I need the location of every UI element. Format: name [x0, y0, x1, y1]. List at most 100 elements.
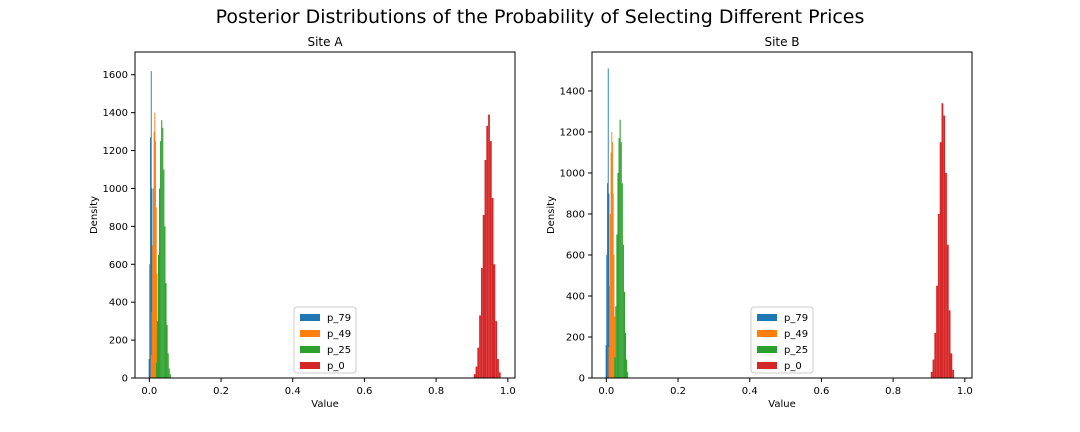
y-tick-label: 400	[566, 291, 585, 302]
bar-p_25	[615, 306, 617, 378]
x-tick-label: 0.2	[670, 386, 686, 397]
bar-p_0	[480, 268, 483, 378]
bar-p_0	[932, 359, 935, 378]
bar-p_25	[616, 234, 618, 378]
bar-p_49	[612, 193, 614, 378]
bar-p_25	[624, 332, 627, 378]
bar-p_0	[952, 369, 955, 378]
bar-p_25	[164, 226, 166, 378]
x-tick-label: 1.0	[500, 386, 516, 397]
legend-swatch-p_0	[300, 362, 320, 369]
bar-p_49	[609, 285, 611, 378]
histogram-bars	[148, 70, 501, 379]
x-tick-label: 0.4	[285, 386, 301, 397]
y-tick-label: 1200	[560, 127, 585, 138]
bar-p_0	[941, 103, 944, 378]
legend-label-p_49: p_49	[784, 329, 808, 340]
x-axis-label: Value	[311, 399, 338, 410]
bar-p_0	[489, 141, 492, 378]
bar-p_0	[473, 374, 476, 378]
bar-p_49	[155, 141, 156, 378]
legend-label-p_79: p_79	[784, 313, 808, 324]
bar-p_25	[157, 254, 160, 378]
bar-p_49	[153, 131, 155, 378]
bar-p_79	[151, 188, 153, 378]
bar-p_25	[622, 244, 624, 378]
histogram-bars	[605, 68, 955, 379]
bar-p_0	[948, 310, 951, 378]
figure-suptitle: Posterior Distributions of the Probabili…	[215, 6, 865, 28]
bar-p_79	[607, 68, 609, 378]
y-tick-label: 0	[579, 374, 585, 385]
legend-label-p_0: p_0	[784, 361, 802, 372]
bar-p_49	[151, 311, 153, 378]
bar-p_0	[936, 285, 938, 378]
bar-p_25	[159, 188, 161, 378]
y-tick-label: 200	[109, 336, 128, 347]
bar-p_49	[608, 347, 610, 378]
legend-label-p_0: p_0	[327, 361, 345, 372]
bar-p_49	[613, 254, 615, 378]
bar-p_0	[491, 197, 494, 378]
legend-box	[293, 306, 357, 374]
bar-p_25	[168, 368, 170, 378]
bar-p_49	[152, 188, 154, 378]
y-tick-label: 800	[566, 209, 585, 220]
bar-p_0	[930, 371, 933, 378]
bar-p_25	[161, 120, 163, 379]
bar-p_0	[486, 125, 489, 378]
legend-swatch-p_79	[300, 314, 320, 321]
bar-p_25	[163, 169, 165, 378]
bar-p_79	[608, 193, 610, 378]
bar-p_79	[607, 183, 608, 378]
bar-p_25	[160, 141, 162, 378]
x-tick-label: 0.4	[742, 386, 758, 397]
bar-p_79	[150, 70, 152, 378]
panel-site-a: 0.0 0.2 0.4 0.6 0.8 1.0 0 200 400 600 800 1000 1200 1…	[89, 35, 516, 410]
legend-label-p_79: p_79	[327, 313, 351, 324]
bar-p_49	[614, 316, 616, 378]
legend: p_79 p_49 p_25 p_0	[293, 306, 357, 374]
bar-p_25	[618, 138, 620, 378]
bar-p_0	[497, 359, 499, 378]
y-tick-label: 200	[566, 332, 585, 343]
bar-p_49	[612, 142, 613, 378]
bar-p_0	[484, 160, 487, 378]
bar-p_0	[950, 353, 953, 378]
panel-title: Site B	[764, 35, 799, 49]
bar-p_79	[150, 137, 151, 378]
bar-p_25	[627, 371, 629, 378]
bar-p_0	[488, 114, 490, 378]
legend-swatch-p_49	[300, 330, 320, 337]
y-tick-label: 0	[122, 374, 128, 385]
y-tick-label: 1000	[560, 168, 585, 179]
bar-p_49	[150, 355, 152, 378]
bar-p_25	[619, 119, 621, 379]
y-tick-label: 1200	[103, 146, 128, 157]
x-tick-label: 0.0	[598, 386, 614, 397]
bar-p_0	[498, 372, 501, 378]
legend-label-p_49: p_49	[327, 329, 351, 340]
bar-p_0	[939, 142, 942, 378]
y-axis-label: Density	[546, 196, 557, 234]
bar-p_49	[154, 112, 156, 379]
y-tick-label: 1000	[103, 184, 128, 195]
bar-p_0	[482, 215, 485, 378]
bar-p_79	[606, 254, 608, 378]
axes-frame	[591, 51, 973, 379]
bar-p_49	[610, 152, 612, 378]
axes-frame	[134, 51, 516, 379]
bar-p_0	[934, 332, 937, 378]
x-tick-label: 0.8	[885, 386, 901, 397]
bar-p_0	[475, 366, 478, 378]
y-tick-label: 1400	[560, 86, 585, 97]
legend-label-p_25: p_25	[784, 345, 808, 356]
bar-p_25	[623, 291, 625, 378]
x-tick-label: 1.0	[957, 386, 973, 397]
legend-label-p_25: p_25	[327, 345, 351, 356]
bar-p_79	[605, 345, 607, 378]
bar-p_0	[946, 244, 949, 378]
legend: p_79 p_49 p_25 p_0	[750, 306, 814, 374]
